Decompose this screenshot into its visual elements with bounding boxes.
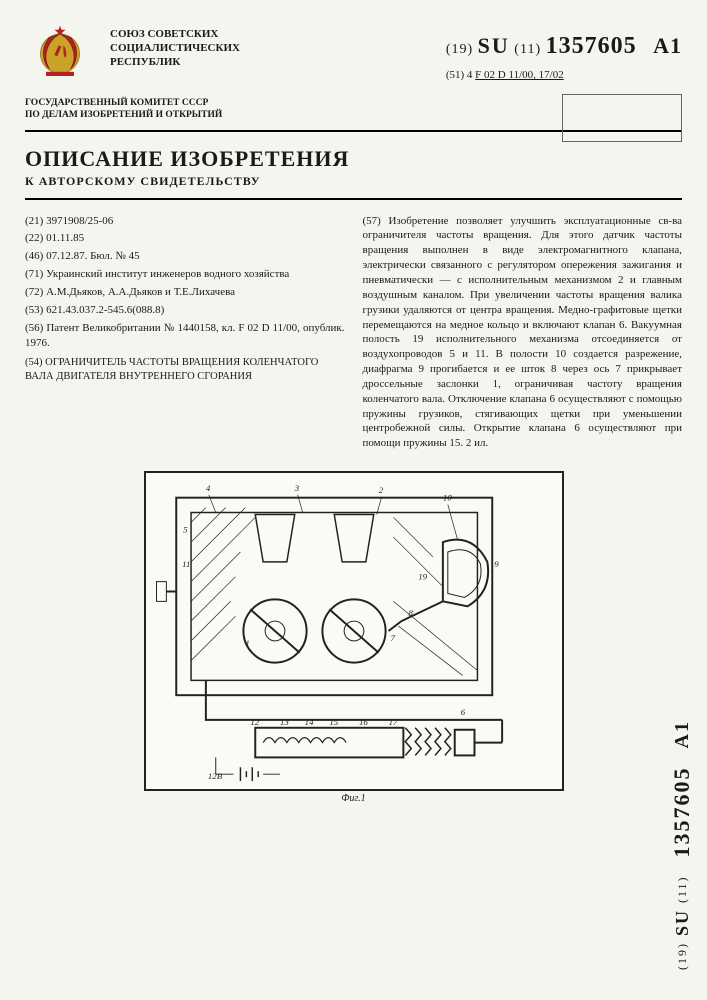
invention-title: ОГРАНИЧИТЕЛЬ ЧАСТОТЫ ВРАЩЕНИЯ КОЛЕНЧАТОГ… — [25, 357, 318, 382]
voltage-label: 12В — [207, 771, 222, 781]
kind-code: A1 — [653, 33, 682, 58]
svg-text:5: 5 — [183, 524, 188, 534]
svg-text:14: 14 — [304, 717, 313, 727]
svg-text:1: 1 — [245, 638, 249, 648]
spine-p19: (19) — [675, 942, 689, 970]
spine-p11: (11) — [675, 875, 689, 903]
registration-stamp — [562, 94, 682, 142]
field-21: (21) 3971908/25-06 — [25, 214, 345, 229]
field-53: (53) 621.43.037.2-545.6(088.8) — [25, 303, 345, 318]
ipc-classification: (51) 4 F 02 D 11/00, 17/02 — [446, 68, 682, 83]
svg-text:12: 12 — [250, 717, 259, 727]
figure-caption: Фиг.1 — [341, 792, 365, 806]
spine-kind: A1 — [671, 720, 693, 748]
svg-text:7: 7 — [390, 633, 395, 643]
mechanism-diagram-icon: 12В 3 4 5 11 2 10 9 8 7 1 12 13 14 15 16… — [146, 473, 562, 789]
document-title: ОПИСАНИЕ ИЗОБРЕТЕНИЯ — [25, 144, 682, 174]
field-71: (71) Украинский институт инженеров водно… — [25, 267, 345, 282]
spine-number: 1357605 — [669, 766, 694, 857]
patent-number: 1357605 — [546, 33, 637, 59]
issuing-org: СОЮЗ СОВЕТСКИХ СОЦИАЛИСТИЧЕСКИХ РЕСПУБЛИ… — [110, 20, 240, 69]
document-subtitle: К АВТОРСКОМУ СВИДЕТЕЛЬСТВУ — [25, 173, 682, 199]
field-22: (22) 01.11.85 — [25, 231, 345, 246]
svg-text:3: 3 — [293, 483, 299, 493]
code-11: (11) — [514, 42, 541, 57]
ussr-emblem-icon — [25, 20, 95, 90]
org-line: СОЮЗ СОВЕТСКИХ — [110, 28, 240, 42]
field-46: (46) 07.12.87. Бюл. № 45 — [25, 249, 345, 264]
field-57-label: (57) — [363, 215, 381, 227]
state-committee: ГОСУДАРСТВЕННЫЙ КОМИТЕТ СССР ПО ДЕЛАМ ИЗ… — [25, 98, 682, 132]
svg-text:11: 11 — [182, 559, 190, 569]
patent-number-line: (19) SU (11) 1357605 A1 — [446, 30, 682, 62]
svg-text:8: 8 — [408, 608, 413, 618]
invention-title-block: (54) ОГРАНИЧИТЕЛЬ ЧАСТОТЫ ВРАЩЕНИЯ КОЛЕН… — [25, 356, 345, 383]
svg-text:2: 2 — [378, 485, 383, 495]
svg-text:15: 15 — [329, 717, 338, 727]
bibliographic-body: (21) 3971908/25-06 (22) 01.11.85 (46) 07… — [25, 214, 682, 452]
spine-label: (19) SU (11) 1357605 A1 — [667, 720, 697, 970]
svg-text:19: 19 — [418, 572, 427, 582]
code-19: (19) — [446, 42, 473, 57]
document-header: СОЮЗ СОВЕТСКИХ СОЦИАЛИСТИЧЕСКИХ РЕСПУБЛИ… — [25, 20, 682, 90]
field-56: (56) Патент Великобритании № 1440158, кл… — [25, 321, 345, 351]
class-codes: F 02 D 11/00, 17/02 — [475, 69, 564, 81]
abstract-text: Изобретение позволяет улучшить эксплуата… — [363, 215, 683, 450]
technical-drawing: 12В 3 4 5 11 2 10 9 8 7 1 12 13 14 15 16… — [144, 471, 564, 791]
svg-text:6: 6 — [460, 707, 465, 717]
org-line: СОЦИАЛИСТИЧЕСКИХ — [110, 42, 240, 56]
svg-text:4: 4 — [205, 483, 210, 493]
field-54-label: (54) — [25, 357, 43, 368]
abstract-block: (57) Изобретение позволяет улучшить эксп… — [363, 214, 683, 452]
field-72: (72) А.М.Дьяков, А.А.Дьяков и Т.Е.Лихаче… — [25, 285, 345, 300]
svg-text:17: 17 — [388, 717, 397, 727]
svg-text:16: 16 — [358, 717, 367, 727]
figure-region: 12В 3 4 5 11 2 10 9 8 7 1 12 13 14 15 16… — [25, 471, 682, 791]
class-prefix: (51) 4 — [446, 69, 473, 81]
spine-country: SU — [672, 909, 692, 936]
org-line: РЕСПУБЛИК — [110, 56, 240, 70]
svg-text:10: 10 — [442, 493, 451, 503]
svg-text:9: 9 — [494, 559, 499, 569]
country-code: SU — [478, 33, 510, 58]
svg-text:13: 13 — [279, 717, 288, 727]
document-number-block: (19) SU (11) 1357605 A1 (51) 4 F 02 D 11… — [446, 20, 682, 83]
